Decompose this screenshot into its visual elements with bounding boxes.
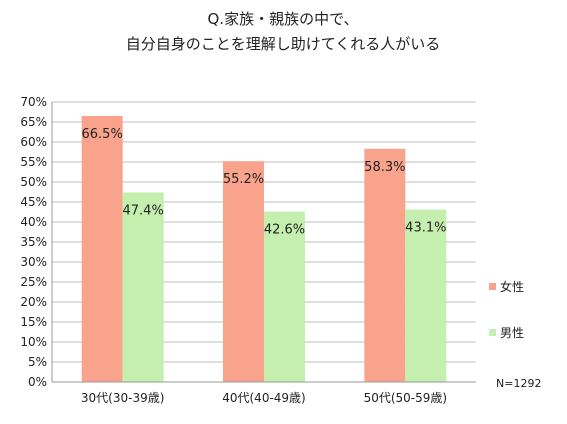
y-axis-tick-labels: 0% 5% 10% 15% 20% 25% 30% 35% 40% 45% 50% 55% 60% 65%… [20,95,47,389]
y-tick-label: 50% [20,175,47,189]
y-tick-label: 45% [20,195,47,209]
bar-male-2 [405,209,447,382]
y-tick-label: 5% [28,355,47,369]
chart-title-line-1: Q.家族・親族の中で、 [208,10,359,28]
data-label-male-2: 43.1% [405,221,446,236]
bar-female-2 [364,148,406,382]
chart-title-line-2: 自分自身のことを理解し助けてくれる人がいる [126,35,441,53]
data-label-female-0: 66.5% [82,127,123,142]
y-tick-label: 35% [20,235,47,249]
sample-size-note: N=1292 [496,377,541,390]
y-tick-label: 0% [28,375,47,389]
legend-swatch-male [489,329,496,336]
bar-male-0 [122,192,164,382]
legend: 女性 男性 [489,279,524,340]
data-labels: 66.5% 47.4% 55.2% 42.6% 58.3% 43.1% [82,127,447,238]
data-label-male-0: 47.4% [123,203,164,218]
y-tick-label: 40% [20,215,47,229]
x-category-label: 30代(30-39歳) [81,391,165,405]
y-tick-label: 10% [20,335,47,349]
bar-female-0 [81,116,123,382]
y-tick-label: 30% [20,255,47,269]
y-tick-label: 55% [20,155,47,169]
y-tick-label: 65% [20,115,47,129]
bar-female-1 [223,161,264,382]
data-label-male-1: 42.6% [264,223,305,238]
x-axis-category-labels: 30代(30-39歳) 40代(40-49歳) 50代(50-59歳) [81,391,447,405]
data-label-female-2: 58.3% [364,160,405,175]
bar-male-1 [264,211,305,382]
bars [81,116,447,382]
y-tick-label: 60% [20,135,47,149]
y-tick-label: 25% [20,275,47,289]
x-category-label: 50代(50-59歳) [364,391,448,405]
legend-swatch-female [489,283,496,290]
data-label-female-1: 55.2% [223,172,264,187]
y-tick-label: 15% [20,315,47,329]
legend-label-female: 女性 [500,279,524,294]
y-tick-label: 20% [20,295,47,309]
legend-label-male: 男性 [500,326,524,340]
x-category-label: 40代(40-49歳) [222,391,306,405]
y-tick-label: 70% [20,95,47,109]
